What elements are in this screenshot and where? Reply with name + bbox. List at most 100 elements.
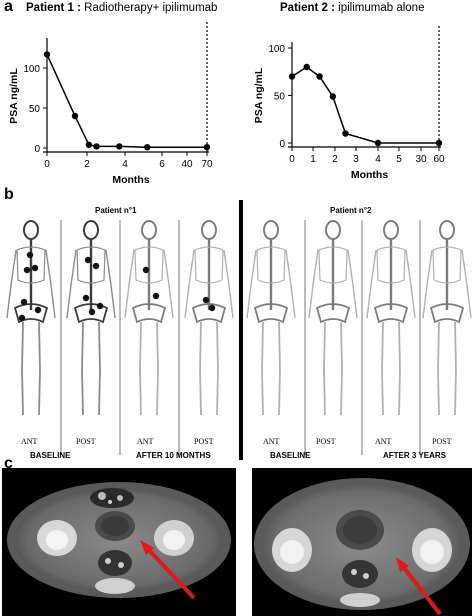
view-label-post-3: POST [316,437,336,446]
pelvis [315,303,351,324]
x-axis-title: Months [112,174,149,186]
left-arm [366,249,377,319]
time-label-after-1: AFTER 10 MONTHS [136,451,211,460]
ct-scan-patient-2 [252,468,472,616]
skull [23,220,39,240]
left-leg [323,321,326,416]
data-point [43,51,51,58]
series-line [46,54,207,148]
metastasis-hotspot [142,266,150,274]
psa-chart-patient-1: 0 50 100 0 2 4 6 40 70 Months PSA ng/mL [8,22,213,186]
psa-chart-patient-2: 0 50 100 0 1 2 3 4 5 30 60 Months PSA ng/mL [253,26,445,181]
series-line [291,66,439,144]
data-point [116,143,123,150]
right-leg [216,321,219,416]
right-arm [285,249,296,319]
x-tick-label: 40 [181,159,193,170]
time-label-baseline-2: BASELINE [270,451,311,460]
data-point [93,143,100,150]
skull [263,220,279,240]
data-point [329,93,336,100]
ribcage [256,246,286,284]
right-arm [163,249,174,319]
right-arm [45,249,56,319]
left-arm [66,249,77,319]
view-label-ant-1: ANT [21,437,38,446]
pelvis [73,303,109,324]
ribcage [376,246,406,284]
view-label-post-1: POST [76,437,96,446]
right-arm [461,249,472,319]
data-point [288,73,296,80]
bone-scan-panel: Patient n°1 Patient n°2 ANT POST ANT POS… [0,200,472,460]
chart2-title-treatment: ipilimumab alone [334,2,425,14]
left-arm [308,249,319,319]
metastasis-hotspot [92,262,100,270]
data-point [316,73,323,80]
metastasis-hotspot [18,314,26,322]
panel-letter-c: c [4,455,13,472]
y-tick-label: 50 [29,104,41,115]
y-tick-label: 0 [34,144,40,155]
view-label-ant-4: ANT [375,437,392,446]
y-tick-label: 100 [268,44,285,55]
pelvis [373,303,409,324]
skeleton-figure [366,220,416,416]
data-point [203,144,211,151]
y-tick-label: 100 [23,64,40,75]
right-leg [278,321,281,416]
chart1-title: Patient 1 : Radiotherapy+ ipilimumab [26,2,217,14]
left-leg [199,321,202,416]
metastasis-hotspot [20,298,28,306]
right-leg [38,321,41,416]
right-leg [340,321,343,416]
skeleton-figure [184,220,234,416]
ribcage [432,246,462,284]
x-tick-label: 6 [159,159,165,170]
panel-letter-b: b [4,186,14,203]
left-leg [261,321,264,416]
skull [201,220,217,240]
metastasis-hotspot [82,294,90,302]
data-point [85,141,93,148]
ribcage [16,246,46,284]
x-tick-label: 1 [310,154,316,165]
y-axis-title: PSA ng/mL [8,68,20,124]
view-label-ant-3: ANT [263,437,280,446]
right-arm [105,249,116,319]
x-tick-label: 4 [375,154,381,165]
skull [439,220,455,240]
data-point [144,144,151,151]
left-leg [139,321,142,416]
pelvis [429,303,465,324]
chart1-title-treatment: Radiotherapy+ ipilimumab [80,2,218,14]
ct-scan-patient-1 [2,468,236,616]
x-tick-label: 0 [289,154,295,165]
left-leg [381,321,384,416]
bone-scan-images [6,200,472,460]
panel-letter-a: a [4,0,13,15]
ribcage [318,246,348,284]
x-tick-label: 30 [415,154,427,165]
right-arm [223,249,234,319]
metastasis-hotspot [23,266,31,274]
x-tick-label: 60 [433,154,445,165]
metastasis-hotspot [84,256,92,264]
patient-divider [239,200,243,460]
skeleton-figure [66,220,116,416]
skeleton-figure [6,220,56,416]
metastasis-hotspot [26,251,34,259]
x-tick-label: 0 [44,159,50,170]
time-label-baseline-1: BASELINE [30,451,71,460]
skull [383,220,399,240]
left-leg [81,321,84,416]
data-point [374,139,382,147]
pelvis [253,303,289,324]
right-leg [454,321,457,416]
skeleton-figure [246,220,296,416]
metastasis-hotspot [96,302,104,310]
x-tick-label: 5 [396,154,402,165]
y-axis-title: PSA ng/mL [253,67,265,123]
ribcage [134,246,164,284]
left-arm [124,249,135,319]
